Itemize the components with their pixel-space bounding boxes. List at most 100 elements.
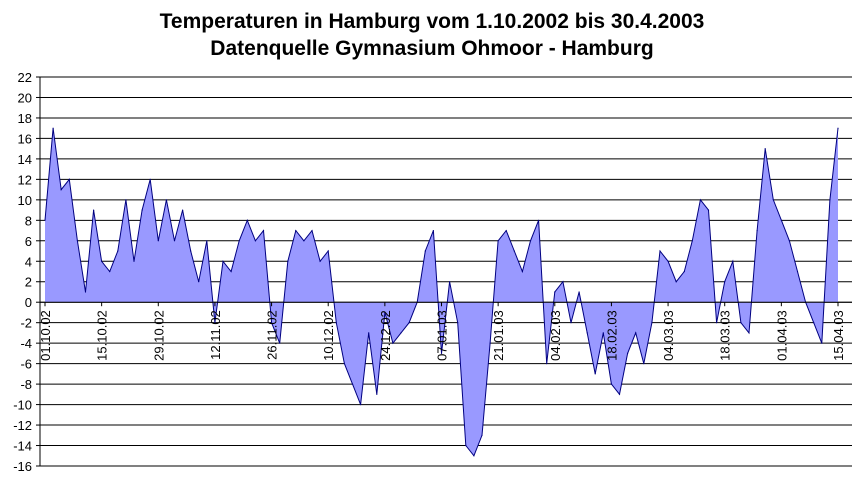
data-point — [732, 260, 734, 262]
y-tick-label: -12 — [13, 418, 32, 433]
data-point — [627, 352, 629, 354]
x-tick-label: 04.02.03 — [548, 310, 563, 361]
x-tick-label: 18.02.03 — [604, 310, 619, 361]
data-point — [554, 291, 556, 293]
data-point — [319, 260, 321, 262]
data-point — [764, 148, 766, 150]
y-tick-label: -4 — [20, 336, 32, 351]
data-point — [60, 189, 62, 191]
series-area — [44, 127, 839, 457]
chart-title: Temperaturen in Hamburg vom 1.10.2002 bi… — [159, 10, 705, 33]
x-tick-label: 21.01.03 — [491, 310, 506, 361]
data-point — [84, 291, 87, 293]
data-point — [813, 322, 815, 324]
axes — [36, 76, 852, 467]
data-point — [311, 230, 313, 232]
data-point — [796, 270, 799, 273]
data-point — [230, 270, 232, 273]
y-tick-label: 2 — [25, 275, 32, 290]
y-tick-label: 14 — [18, 152, 32, 167]
data-point — [424, 250, 426, 252]
data-point — [182, 209, 184, 211]
data-point — [691, 240, 693, 242]
data-point — [643, 363, 645, 365]
data-point — [327, 250, 329, 252]
x-tick-label: 15.10.02 — [95, 310, 110, 361]
x-tick-label: 29.10.02 — [151, 310, 166, 361]
data-point — [667, 260, 669, 262]
x-tick-label: 12.11.02 — [208, 310, 223, 360]
data-point — [93, 209, 95, 211]
data-point — [740, 322, 742, 324]
data-point — [384, 311, 386, 313]
series-fill — [45, 128, 838, 456]
data-point — [133, 260, 135, 262]
y-tick-label: 6 — [25, 234, 32, 249]
data-point — [716, 322, 718, 324]
x-tick-label: 01.04.03 — [774, 310, 789, 361]
data-point — [586, 332, 588, 334]
data-point — [214, 322, 216, 324]
y-tick-label: -14 — [13, 439, 32, 454]
y-tick-label: 0 — [25, 295, 32, 310]
data-point — [222, 260, 224, 262]
data-point — [780, 219, 783, 221]
data-point — [360, 404, 362, 406]
data-point — [724, 281, 726, 283]
x-tick-label: 04.03.03 — [661, 310, 676, 361]
data-point — [788, 240, 791, 242]
y-tick-label: -2 — [20, 316, 32, 331]
data-point — [141, 209, 143, 211]
x-tick-label: 24.12.02 — [378, 310, 393, 361]
data-point — [440, 352, 443, 354]
x-tick-labels: 01.10.02 15.10.02 29.10.02 12.11.02 26.11.02… — [38, 310, 846, 361]
y-tick-label: 4 — [25, 254, 32, 269]
data-point — [756, 230, 758, 232]
data-point — [206, 240, 208, 242]
data-point — [101, 260, 103, 262]
data-point — [254, 240, 256, 242]
data-point — [368, 332, 370, 334]
data-point — [408, 322, 410, 324]
data-point — [117, 250, 119, 252]
data-point — [109, 270, 111, 273]
data-point — [190, 250, 192, 252]
data-point — [303, 240, 305, 242]
data-point — [837, 127, 839, 129]
x-tick-label: 10.12.02 — [321, 310, 336, 361]
data-point — [376, 393, 378, 395]
data-point — [287, 260, 289, 262]
y-tick-label: -10 — [13, 398, 32, 413]
data-point — [699, 199, 702, 201]
data-point — [432, 230, 434, 232]
data-point — [449, 281, 451, 283]
x-tick-label: 07.01.03 — [435, 310, 450, 361]
data-point — [149, 178, 151, 180]
data-point — [748, 332, 750, 334]
y-tick-label: 16 — [18, 131, 32, 146]
data-point — [821, 342, 823, 344]
data-point — [562, 281, 564, 283]
data-point — [594, 373, 596, 375]
data-point — [707, 209, 710, 211]
data-point — [125, 199, 127, 201]
data-point — [529, 240, 532, 242]
data-point — [497, 240, 499, 242]
data-point — [489, 342, 491, 344]
y-tick-label: 18 — [18, 111, 32, 126]
x-tick-label: 15.04.03 — [831, 310, 846, 361]
data-point — [157, 240, 159, 242]
data-point — [635, 332, 637, 334]
data-point — [473, 455, 475, 457]
data-point — [76, 240, 78, 242]
y-tick-labels: -16 -14 -12 -10 -8 -6 -4 -2 0 2 4 6 8 10 12 14 16 18 20 22 — [13, 70, 32, 474]
data-point — [465, 444, 467, 447]
data-point — [343, 363, 345, 365]
y-tick-label: -16 — [13, 459, 32, 474]
data-point — [675, 281, 677, 283]
data-point — [246, 219, 248, 221]
y-tick-label: -8 — [20, 377, 32, 392]
data-point — [618, 393, 621, 395]
data-point — [651, 322, 653, 324]
data-point — [659, 250, 661, 252]
